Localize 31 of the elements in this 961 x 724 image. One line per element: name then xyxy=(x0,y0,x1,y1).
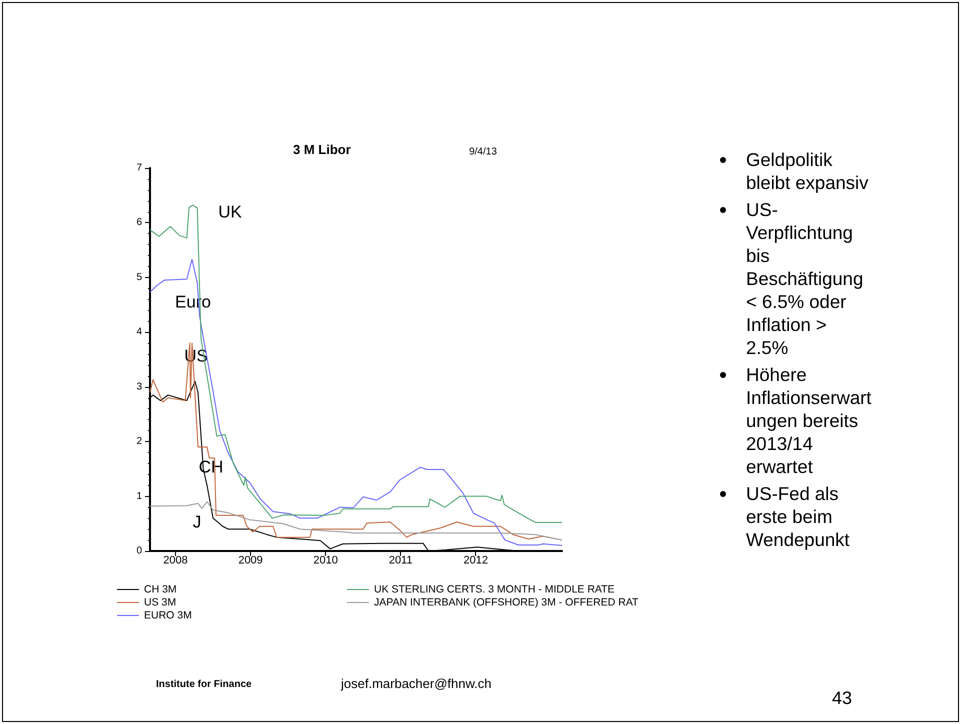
x-tick-label: 2010 xyxy=(313,554,338,566)
line-series xyxy=(150,258,562,546)
y-tick-label: 6 xyxy=(136,217,142,228)
legend-label: UK STERLING CERTS. 3 MONTH - MIDDLE RATE xyxy=(374,584,615,596)
text: Institute for Finance xyxy=(156,679,252,690)
text: US-Fed als erste beim Wendepunkt xyxy=(746,483,850,550)
x-tick-label: 2009 xyxy=(238,554,263,566)
x-tick-label: 2011 xyxy=(388,554,412,566)
y-tick-label: 3 xyxy=(136,381,142,392)
text: josef.marbacher@fhnw.ch xyxy=(341,676,492,691)
chart-title: 3 M Libor xyxy=(293,142,351,157)
y-tick-label: 4 xyxy=(136,326,142,338)
text: 9/4/13 xyxy=(469,146,498,158)
legend-label: JAPAN INTERBANK (OFFSHORE) 3M - OFFERED RAT xyxy=(374,596,640,608)
y-tick-label: 7 xyxy=(136,162,142,174)
x-tick-label: 2012 xyxy=(463,554,488,566)
text: Geldpolitik bleibt expansiv xyxy=(746,149,868,193)
y-tick-label: 0 xyxy=(136,546,142,556)
legend-label: US 3M xyxy=(144,596,176,608)
annotation: J xyxy=(192,512,202,532)
text: Höhere Inflationserwartungen bereits 2013/14 erwartet xyxy=(746,364,872,477)
y-tick-label: 2 xyxy=(136,436,142,448)
x-tick-label: 2008 xyxy=(163,554,188,566)
text: 43 xyxy=(832,688,852,709)
legend-label: EURO 3M xyxy=(144,610,192,622)
annotation: UK xyxy=(218,202,242,222)
line-series xyxy=(150,501,562,541)
y-tick-label: 1 xyxy=(136,490,142,502)
y-tick-label: 5 xyxy=(136,272,142,283)
text: US-Verpflichtung bis Beschäftigung < 6.5% oder Inflation > 2.5% xyxy=(746,199,864,358)
legend-label: CH 3M xyxy=(144,584,177,596)
